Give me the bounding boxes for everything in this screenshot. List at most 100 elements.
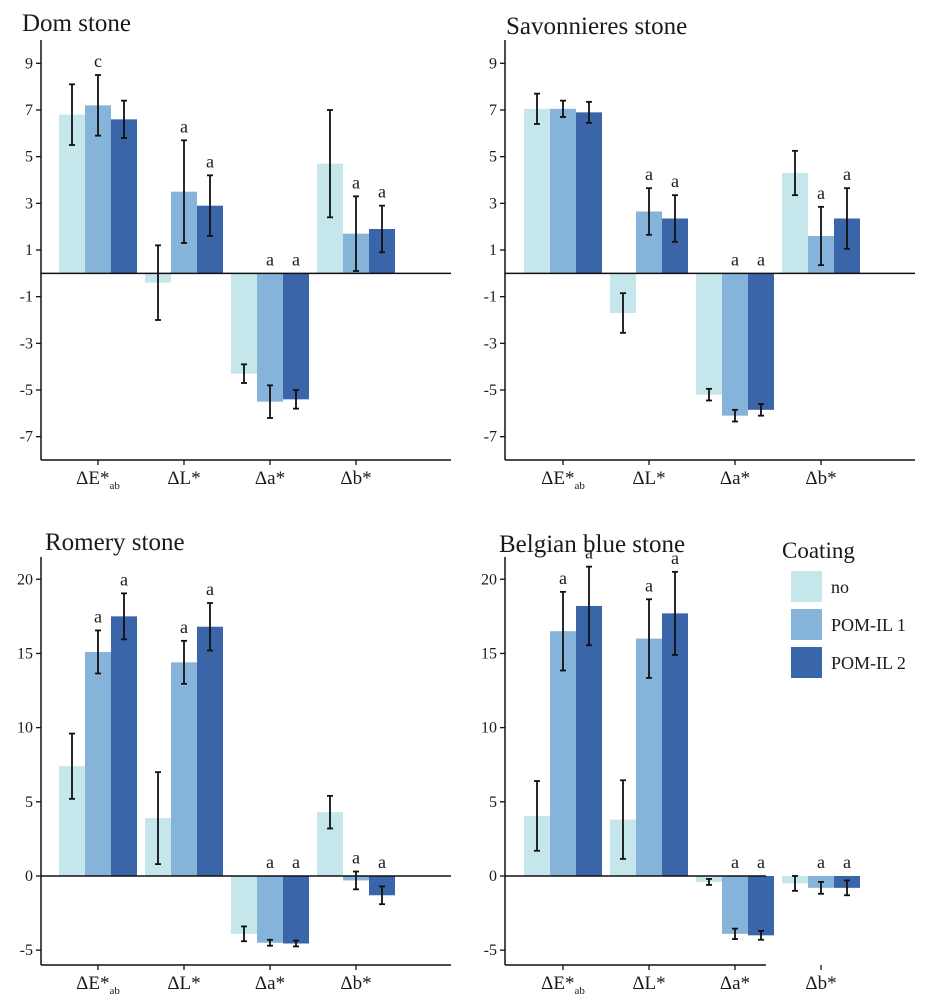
error-bar-pom-il-1-l-star (646, 598, 652, 679)
error-bar-no-a-star (241, 363, 247, 384)
error-bar-no-b-star (327, 109, 333, 219)
bar-no-a-star (696, 273, 722, 395)
significance-label: a (645, 575, 653, 595)
significance-label: a (817, 852, 825, 872)
panel-title: Belgian blue stone (499, 531, 685, 558)
error-bar-no-e-starab (69, 83, 75, 146)
significance-label: a (757, 249, 765, 269)
y-tick-label: 15 (17, 645, 33, 662)
error-bar-pom-il-2-b-star (844, 187, 850, 250)
x-tick-label-l-star: ΔL* (167, 973, 200, 994)
y-tick-label: 0 (489, 868, 497, 885)
y-tick-label: 15 (481, 645, 497, 662)
significance-label: c (94, 51, 102, 71)
x-tick-label-b-star: Δb* (805, 468, 836, 489)
y-tick-label: 5 (489, 794, 497, 811)
bar-pom-il-2-a-star (748, 273, 774, 410)
error-bar-no-e-starab (534, 92, 540, 125)
y-tick-label: -3 (20, 335, 33, 352)
x-tick-label-a-star: Δa* (720, 973, 750, 994)
error-bar-pom-il-2-e-starab (121, 99, 127, 139)
error-bar-no-b-star (327, 794, 333, 830)
error-bar-no-b-star (792, 875, 798, 892)
bar-pom-il-2-e-starab (576, 112, 602, 274)
error-bar-pom-il-2-a-star (293, 939, 299, 948)
bar-pom-il-2-e-starab (111, 119, 137, 274)
x-tick-label-a-star: Δa* (255, 973, 285, 994)
significance-label: a (671, 171, 679, 191)
error-bar-pom-il-1-b-star (353, 870, 359, 891)
legend-label-no: no (831, 577, 849, 597)
error-bar-pom-il-1-l-star (181, 139, 187, 244)
legend: Coating no POM-IL 1 POM-IL 2 (782, 538, 906, 678)
bar-no-e-starab (524, 108, 550, 274)
error-bar-pom-il-1-e-starab (560, 590, 566, 672)
error-bar-pom-il-1-b-star (818, 205, 824, 267)
error-bar-pom-il-1-a-star (732, 408, 738, 423)
legend-swatch-no (791, 571, 822, 602)
y-tick-label: -5 (20, 942, 33, 959)
y-tick-label: -7 (20, 429, 33, 446)
error-bar-pom-il-2-a-star (293, 389, 299, 410)
x-tick-label-b-star: Δb* (805, 973, 836, 994)
y-tick-label: 1 (489, 242, 497, 259)
y-tick-label: 20 (17, 571, 33, 588)
error-bar-no-e-starab (69, 732, 75, 800)
panel-title: Dom stone (22, 10, 131, 37)
error-bar-pom-il-1-e-starab (95, 629, 101, 675)
legend-entry-no: no (791, 571, 849, 602)
significance-label: a (206, 579, 214, 599)
x-tick-label-a-star: Δa* (255, 468, 285, 489)
x-tick-label-e-starab: ΔE*ab (541, 468, 585, 492)
bar-pom-il-1-l-star (171, 662, 197, 876)
x-tick-label-b-star: Δb* (340, 973, 371, 994)
error-bar-pom-il-1-b-star (818, 881, 824, 895)
error-bar-no-l-star (620, 779, 626, 860)
significance-label: a (731, 249, 739, 269)
y-tick-label: 7 (25, 102, 33, 119)
panel-title: Romery stone (45, 529, 185, 556)
error-bar-pom-il-2-b-star (379, 885, 385, 906)
bar-pom-il-2-a-star (283, 875, 309, 944)
y-tick-label: 7 (489, 102, 497, 119)
error-bar-no-a-star (241, 925, 247, 943)
y-tick-label: -5 (20, 382, 33, 399)
y-tick-label: -1 (484, 289, 497, 306)
panel-title: Savonnieres stone (506, 13, 687, 40)
bar-pom-il-2-a-star (748, 875, 774, 936)
y-tick-label: 5 (25, 794, 33, 811)
error-bar-no-a-star (706, 878, 712, 886)
legend-label-pom-il-2: POM-IL 2 (831, 653, 906, 673)
error-bar-pom-il-2-b-star (379, 204, 385, 254)
significance-label: a (206, 151, 214, 171)
bar-pom-il-2-e-starab (576, 605, 602, 876)
bar-no-a-star (231, 273, 257, 374)
legend-label-pom-il-1: POM-IL 1 (831, 615, 906, 635)
y-tick-label: 1 (25, 242, 33, 259)
significance-label: a (731, 852, 739, 872)
error-bar-pom-il-2-a-star (758, 929, 764, 941)
error-bar-no-l-star (620, 292, 626, 334)
y-tick-label: -3 (484, 335, 497, 352)
significance-label: a (645, 164, 653, 184)
y-tick-label: 5 (25, 149, 33, 166)
x-tick-label-a-star: Δa* (720, 468, 750, 489)
error-bar-pom-il-1-l-star (646, 187, 652, 236)
error-bar-pom-il-2-l-star (207, 602, 213, 652)
significance-label: a (757, 852, 765, 872)
x-tick-label-l-star: ΔL* (167, 468, 200, 489)
error-bar-pom-il-2-a-star (758, 403, 764, 417)
error-bar-no-l-star (155, 244, 161, 321)
error-bar-pom-il-2-e-starab (586, 565, 592, 647)
x-tick-label-e-starab: ΔE*ab (541, 973, 585, 997)
y-tick-label: 5 (489, 149, 497, 166)
significance-label: a (559, 568, 567, 588)
bar-pom-il-1-a-star (722, 875, 748, 934)
error-bar-pom-il-1-a-star (732, 927, 738, 940)
error-bar-pom-il-1-e-starab (560, 99, 566, 118)
significance-label: a (292, 852, 300, 872)
